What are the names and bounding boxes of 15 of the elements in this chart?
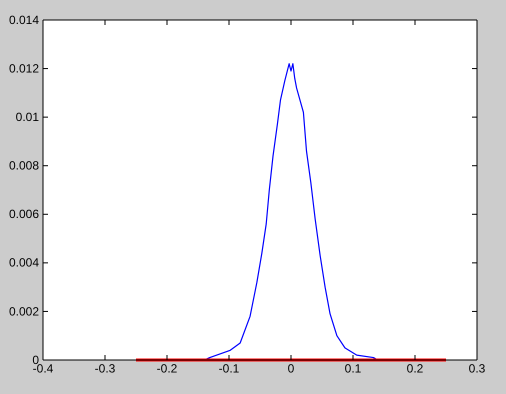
y-tick-label: 0.004	[8, 256, 40, 270]
x-tick-label: -0.2	[156, 362, 178, 376]
y-tick-label: 0.008	[8, 158, 40, 173]
line-series	[204, 63, 378, 361]
y-tick-label: 0.014	[8, 12, 40, 27]
y-tick-label: 0.01	[16, 110, 40, 124]
x-tick-label: -0.3	[94, 362, 116, 376]
x-tick-label: 0.2	[406, 362, 424, 376]
y-tick-label: 0.006	[8, 207, 40, 222]
x-tick-label: 0.3	[468, 362, 486, 376]
x-tick-label: 0	[288, 362, 295, 376]
x-tick-label: 0.1	[344, 362, 362, 376]
x-tick-label: -0.1	[218, 362, 240, 376]
y-tick-label: 0.012	[8, 61, 40, 76]
y-tick-label: 0.002	[8, 304, 40, 318]
